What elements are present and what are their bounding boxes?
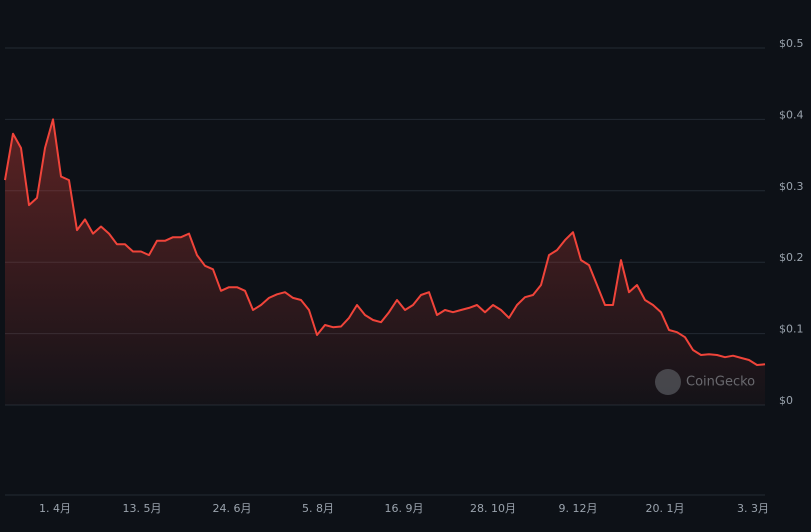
watermark: CoinGecko bbox=[655, 369, 755, 395]
y-tick-label: $0 bbox=[779, 394, 793, 407]
x-tick-label: 24. 6月 bbox=[213, 502, 252, 515]
plot: $0 $0.1 $0.2 $0.3 $0.4 $0.5 1. 4月 13. 5月 24. 6月 5… bbox=[4, 37, 804, 515]
x-tick-label: 9. 12月 bbox=[559, 502, 598, 515]
x-tick-label: 28. 10月 bbox=[470, 502, 516, 515]
y-tick-label: $0.2 bbox=[779, 251, 804, 264]
x-tick-label: 1. 4月 bbox=[39, 502, 71, 515]
x-tick-label: 16. 9月 bbox=[385, 502, 424, 515]
watermark-logo bbox=[655, 369, 681, 395]
y-tick-label: $0.5 bbox=[779, 37, 804, 50]
price-line bbox=[4, 118, 766, 366]
watermark-text: CoinGecko bbox=[686, 375, 755, 390]
x-tick-label: 13. 5月 bbox=[123, 502, 162, 515]
area-fill bbox=[5, 119, 765, 406]
y-tick-label: $0.3 bbox=[779, 180, 804, 193]
x-tick-label: 20. 1月 bbox=[646, 502, 685, 515]
y-tick-label: $0.1 bbox=[779, 323, 804, 336]
x-tick-label: 3. 3月 bbox=[737, 502, 769, 515]
x-tick-label: 5. 8月 bbox=[302, 502, 334, 515]
y-tick-label: $0.4 bbox=[779, 108, 804, 121]
